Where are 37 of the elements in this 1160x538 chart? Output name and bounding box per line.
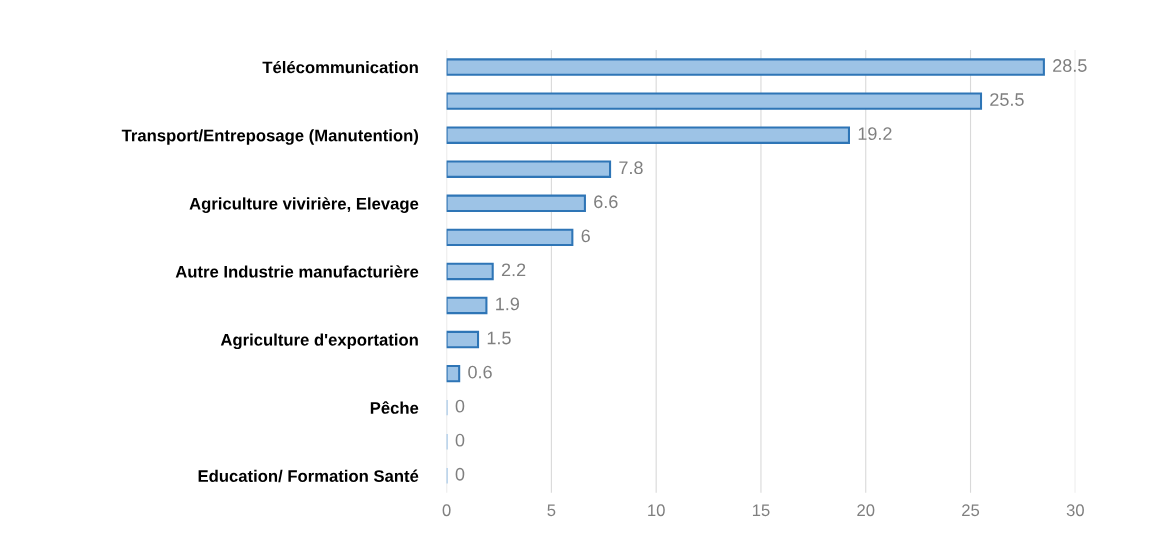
x-tick-label: 5 <box>547 504 556 517</box>
data-label: 2.2 <box>501 263 526 277</box>
data-label: 6.6 <box>594 195 618 209</box>
data-label: 25.5 <box>990 93 1024 106</box>
bar <box>446 364 461 383</box>
data-label: 1.5 <box>487 331 511 345</box>
bar <box>446 126 851 144</box>
bar <box>446 58 1045 76</box>
x-tick-label: 10 <box>648 504 665 517</box>
y-tick-label: Transport/Entreposage (Manutention) <box>121 129 419 145</box>
bar <box>446 228 574 247</box>
data-label: 0 <box>455 399 465 413</box>
y-tick-label: Autre Industrie manufacturière <box>175 265 419 278</box>
bar <box>446 160 612 178</box>
data-label: 0.6 <box>468 365 492 379</box>
y-tick-label: Agriculture d'exportation <box>220 333 418 350</box>
data-label: 0 <box>455 467 465 481</box>
y-tick-label: Education/ Formation Santé <box>198 469 419 483</box>
x-tick-label: 20 <box>857 504 875 517</box>
y-tick-label: Télécommunication <box>262 60 418 74</box>
data-label: 7.8 <box>619 161 643 175</box>
bar <box>446 262 494 281</box>
x-tick-label: 25 <box>962 504 980 517</box>
bar <box>446 296 488 315</box>
y-tick-label: Pêche <box>370 401 419 414</box>
data-label: 0 <box>455 433 465 447</box>
data-label: 6 <box>581 229 590 243</box>
data-label: 28.5 <box>1053 59 1087 72</box>
data-label: 1.9 <box>496 297 519 311</box>
bar <box>446 194 586 213</box>
bar <box>446 330 480 349</box>
bar <box>446 92 983 110</box>
data-label: 19.2 <box>858 127 892 141</box>
y-tick-label: Agriculture vivirière, Elevage <box>189 197 419 213</box>
x-tick-label: 30 <box>1066 504 1084 517</box>
x-tick-label: 15 <box>752 504 770 517</box>
x-tick-label: 0 <box>442 504 451 517</box>
